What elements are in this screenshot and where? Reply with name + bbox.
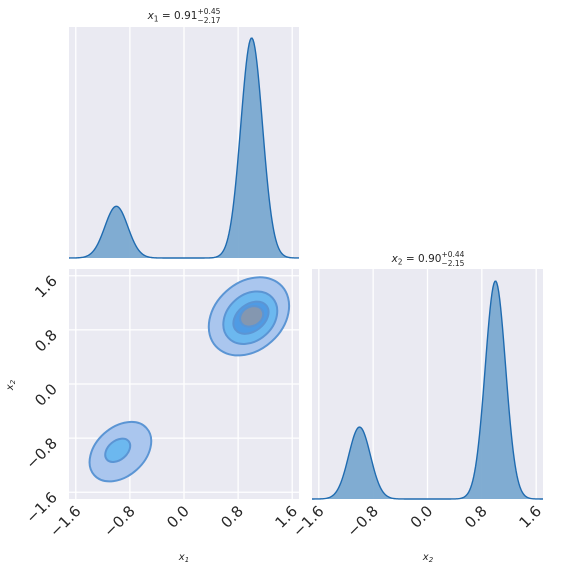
joint-contours <box>88 276 291 483</box>
joint-y-tick-labels: −1.6−0.80.00.81.6 <box>22 272 60 527</box>
marginal-x2-title: x2 = 0.90+0.44 −2.15 <box>391 250 465 268</box>
marginal-x2-density-fill <box>312 281 543 499</box>
contour-lower-left-level-1 <box>104 437 132 463</box>
marginal-x2-panel: −1.6 −0.8 0.0 0.8 1.6 x2 = 0.90+0.44 −2.15 x2 <box>289 250 545 564</box>
joint-y-tick-2: 0.0 <box>31 380 61 410</box>
marginal-x2-x-tick-1: −0.8 <box>343 502 381 540</box>
marginal-x1-density-line <box>68 37 299 259</box>
joint-y-axis-label: x2 <box>5 379 17 391</box>
marginal-x1-gridlines <box>75 27 293 258</box>
joint-y-tick-4: 1.6 <box>31 272 61 302</box>
marginal-x2-x-tick-3: 0.8 <box>461 502 491 532</box>
marginal-x1-panel: x1 = 0.91+0.45 −2.17 <box>68 7 299 259</box>
joint-gridlines <box>69 269 299 499</box>
marginal-x2-density-line <box>312 280 544 500</box>
marginal-x1-title: x1 = 0.91+0.45 −2.17 <box>147 7 221 25</box>
marginal-x2-x-tick-2: 0.0 <box>407 502 437 532</box>
joint-x-tick-labels: −1.6 −0.8 0.0 0.8 1.6 <box>46 502 301 540</box>
marginal-x2-x-tick-labels: −1.6 −0.8 0.0 0.8 1.6 <box>289 502 545 540</box>
marginal-x1-density-fill <box>69 38 299 259</box>
joint-x-axis-label: x1 <box>178 552 189 564</box>
marginal-x2-x-axis-label: x2 <box>422 552 434 564</box>
joint-panel: −1.6 −0.8 0.0 0.8 1.6 −1.6−0.80.00.81.6 x1 x… <box>5 269 301 564</box>
joint-x-tick-1: −0.8 <box>100 502 138 540</box>
marginal-x2-x-tick-0: −1.6 <box>289 502 327 540</box>
marginal-x2-x-tick-4: 1.6 <box>515 502 545 532</box>
joint-y-tick-3: 0.8 <box>31 326 61 356</box>
joint-x-tick-2: 0.0 <box>163 502 193 532</box>
joint-x-tick-3: 0.8 <box>217 502 247 532</box>
contour-upper-right-level-3 <box>239 305 265 328</box>
joint-y-tick-1: −0.8 <box>22 434 60 472</box>
